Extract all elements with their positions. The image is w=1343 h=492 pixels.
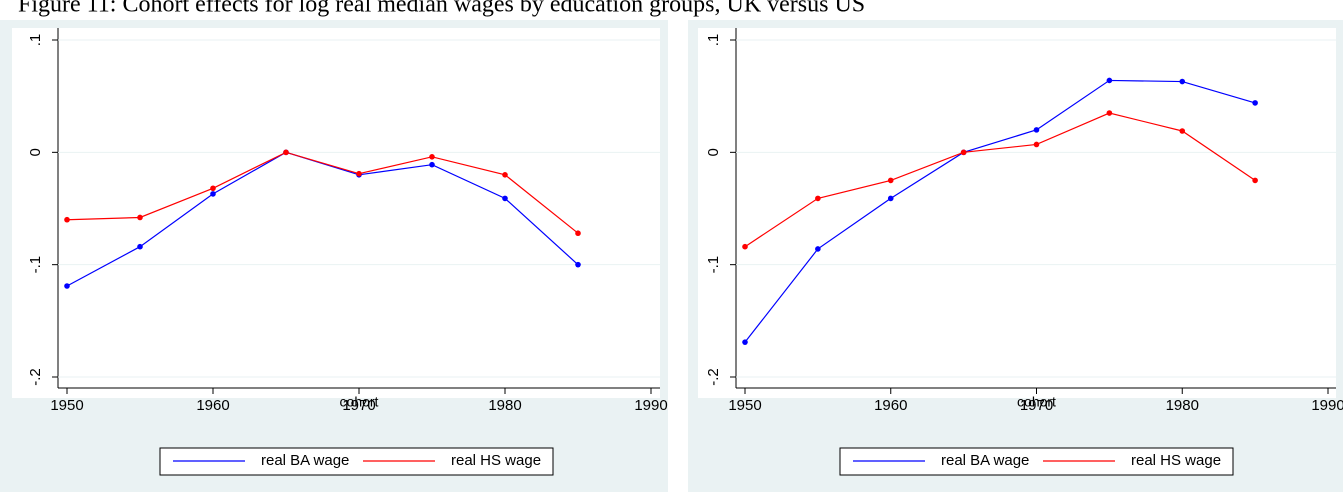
data-point [1033,127,1040,133]
y-tick-label: -.1 [27,256,44,274]
data-point [887,177,894,184]
data-point [1179,128,1186,134]
x-tick-label: 1990 [634,397,667,414]
plot-area [698,28,1336,398]
data-point [210,191,216,197]
data-point [429,154,435,160]
data-point [1252,177,1258,184]
data-point [1179,78,1186,85]
data-point [1252,100,1258,106]
data-point [137,214,143,221]
data-point [64,283,70,289]
series-line [744,112,1256,248]
y-tick-label: -.2 [705,368,722,386]
x-tick-label: 1980 [1166,397,1199,414]
x-tick-label: 1970 [1020,397,1053,414]
legend-box [839,447,1234,476]
x-tick-label: 1960 [196,397,229,414]
y-tick-label: .1 [27,34,44,47]
x-axis-label: cohort [340,394,379,410]
legend-label: real HS wage [1131,452,1221,469]
x-tick-label: 1950 [50,397,83,414]
x-tick-label: 1960 [874,397,907,414]
series-line [744,79,1256,343]
data-point [887,195,894,202]
data-point [429,161,435,168]
y-tick-label: .1 [705,34,722,47]
data-point [815,195,821,202]
plot-area [12,28,660,398]
data-point [742,339,748,345]
y-tick-label: 0 [27,148,44,156]
figure-title: Figure 11: Cohort effects for log real m… [18,0,865,18]
y-tick-label: -.2 [27,368,44,386]
y-tick-label: -.1 [705,256,722,274]
x-tick-label: 1990 [1311,397,1343,414]
data-point [960,149,967,156]
x-tick-label: 1970 [342,397,375,414]
data-point [575,261,581,268]
legend-label: real BA wage [261,452,349,469]
series-line [66,151,579,234]
data-point [502,172,508,178]
data-point [356,170,362,177]
legend-label: real HS wage [451,452,541,469]
data-point [742,243,748,250]
data-point [502,195,508,202]
x-tick-label: 1980 [488,397,521,414]
data-point [815,246,821,252]
y-tick-label: 0 [705,148,722,156]
data-point [1033,141,1040,148]
data-point [210,185,216,192]
data-point [64,216,70,223]
data-point [1106,77,1113,84]
legend-label: real BA wage [941,452,1029,469]
data-point [137,243,143,250]
x-tick-label: 1950 [728,397,761,414]
data-point [1106,110,1113,116]
x-axis-label: cohort [1017,394,1056,410]
data-point [283,149,289,156]
data-point [575,230,581,237]
